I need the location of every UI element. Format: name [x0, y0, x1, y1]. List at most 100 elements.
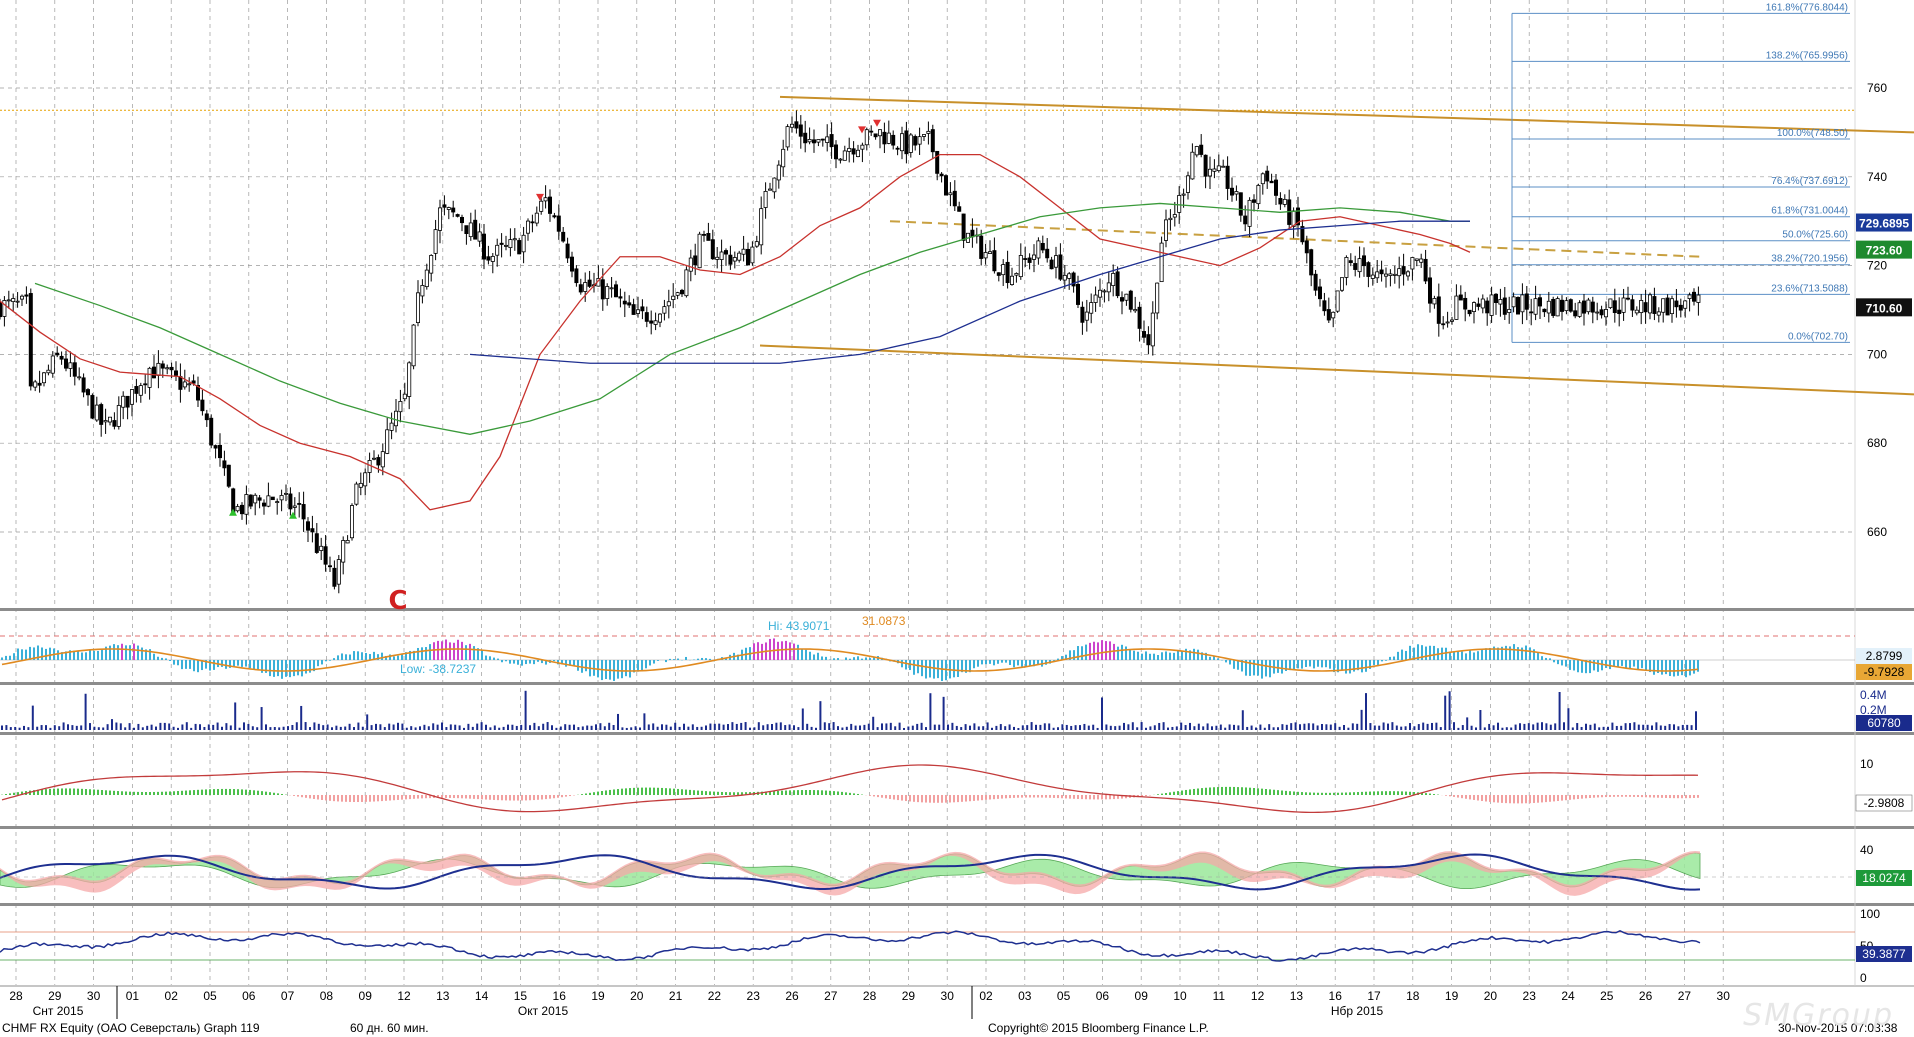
candle-body	[248, 494, 253, 507]
chart-footer: CHMF RX Equity (ОАО Северсталь) Graph 11…	[0, 1019, 1914, 1037]
candle-body	[706, 233, 711, 241]
x-day-label: 30	[941, 989, 955, 1003]
candle-body	[323, 546, 328, 565]
candle-body	[543, 197, 548, 202]
candle-body	[702, 233, 707, 236]
candle-body	[979, 235, 984, 259]
candle-body	[1177, 195, 1182, 213]
candle-body	[411, 324, 416, 367]
y-tick-label: 760	[1867, 81, 1887, 95]
signal-up-marker	[289, 511, 297, 519]
candle-body	[1454, 295, 1459, 320]
candle-body	[305, 521, 310, 531]
candle-body	[820, 138, 825, 141]
candle-body	[1018, 255, 1023, 278]
candle-body	[922, 134, 927, 137]
x-day-label: 07	[281, 989, 295, 1003]
x-day-label: 26	[785, 989, 799, 1003]
candle-body	[1067, 273, 1072, 279]
candle-body	[891, 134, 896, 146]
candle-body	[957, 206, 962, 212]
panel-separator	[0, 732, 1914, 735]
candle-body	[517, 240, 522, 255]
candle-body	[1436, 296, 1441, 324]
candle-body	[1353, 263, 1358, 270]
candle-body	[1322, 300, 1327, 312]
candle-body	[1128, 290, 1133, 310]
candle-body	[1586, 299, 1591, 313]
candle-body	[798, 124, 803, 137]
x-day-label: 08	[320, 989, 334, 1003]
candle-body	[530, 221, 535, 224]
y-tick-label: 680	[1867, 436, 1887, 450]
y-tick-label: 720	[1867, 259, 1887, 273]
candle-body	[944, 175, 949, 196]
rsi-tag-box	[1856, 946, 1912, 962]
candle-body	[1670, 298, 1675, 315]
candle-body	[314, 533, 319, 553]
candle-body	[1392, 273, 1397, 276]
candle-body	[1049, 259, 1054, 270]
candle-body	[301, 504, 306, 520]
candle-body	[521, 234, 526, 253]
candle-body	[266, 495, 271, 507]
candle-body	[1212, 168, 1217, 172]
x-day-label: 30	[87, 989, 101, 1003]
fibonacci-label: 38.2%(720.1956)	[1771, 254, 1848, 265]
candle-body	[1630, 299, 1635, 311]
candle-body	[336, 559, 341, 585]
candle-body	[741, 248, 746, 255]
candle-body	[1115, 271, 1120, 297]
candle-body	[1441, 323, 1446, 326]
candle-body	[1340, 277, 1345, 291]
candle-body	[407, 362, 412, 397]
x-month-label: Нбр 2015	[1331, 1004, 1384, 1018]
candle-body	[600, 279, 605, 300]
candle-body	[112, 420, 117, 427]
candle-body	[55, 352, 60, 356]
candle-body	[1696, 294, 1701, 303]
annotation-c: C	[388, 586, 407, 616]
candle-body	[508, 239, 513, 249]
candle-body	[213, 445, 218, 449]
candle-body	[900, 133, 905, 152]
candle-body	[437, 207, 442, 231]
macd-line	[1, 764, 1699, 814]
fibonacci-label: 50.0%(725.60)	[1782, 230, 1848, 241]
candle-body	[1595, 311, 1600, 314]
volume-tag-box	[1856, 715, 1912, 731]
period-label: 60 дн. 60 мин.	[350, 1021, 429, 1035]
candle-body	[178, 376, 183, 390]
candle-body	[1683, 300, 1688, 309]
candle-body	[1476, 303, 1481, 307]
candle-body	[904, 130, 909, 155]
candle-body	[204, 413, 209, 421]
candle-body	[24, 294, 29, 297]
x-day-label: 28	[9, 989, 23, 1003]
candle-body	[33, 381, 38, 388]
fibonacci-label: 76.4%(737.6912)	[1771, 176, 1848, 187]
candle-body	[759, 208, 764, 246]
candle-body	[358, 482, 363, 488]
candle-body	[1313, 273, 1318, 291]
candle-body	[1040, 242, 1045, 251]
candle-body	[565, 243, 570, 259]
candle-body	[398, 401, 403, 413]
candle-body	[380, 451, 385, 468]
x-day-label: 11	[1213, 989, 1226, 1003]
dmi-tick-label: 40	[1860, 843, 1874, 857]
candle-body	[873, 133, 878, 138]
candle-body	[671, 295, 676, 300]
candle-body	[578, 284, 583, 293]
candle-body	[310, 528, 315, 533]
candle-body	[94, 404, 99, 421]
candle-body	[680, 289, 685, 295]
candle-body	[1164, 219, 1169, 241]
price-tag-box	[1856, 298, 1912, 317]
candle-body	[1366, 262, 1371, 277]
signal-up-marker	[229, 508, 237, 516]
candle-body	[1384, 273, 1389, 277]
x-day-label: 02	[979, 989, 993, 1003]
candle-body	[1502, 297, 1507, 315]
channel-lower-line	[759, 344, 1914, 396]
